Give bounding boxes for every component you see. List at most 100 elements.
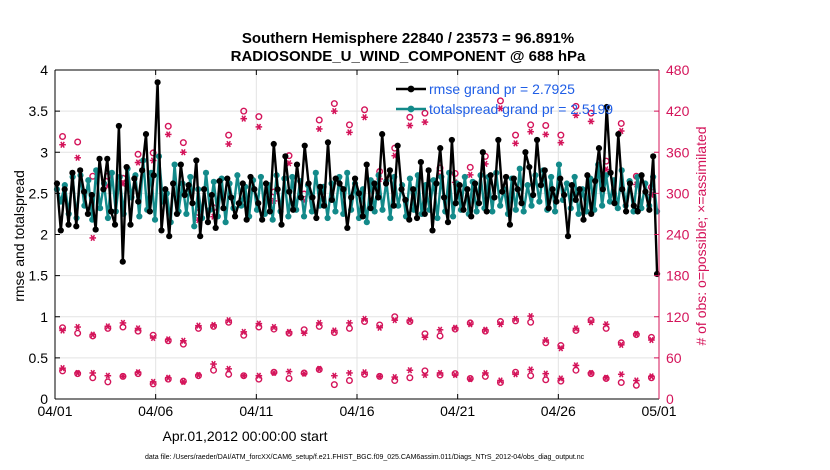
rmse-point xyxy=(417,159,424,166)
obs-assimilated-stroke xyxy=(513,371,518,378)
totalspread-point xyxy=(379,206,386,213)
obs-assimilated-stroke xyxy=(422,334,428,341)
y-left-tick-label: 2.5 xyxy=(29,185,49,201)
obs-assimilated-stroke xyxy=(422,118,428,126)
totalspread-point xyxy=(512,206,519,213)
obs-assimilated-stroke xyxy=(135,369,141,376)
obs-possible-marker xyxy=(134,150,142,158)
obs-assimilated-stroke xyxy=(165,336,171,343)
rmse-point xyxy=(537,182,545,189)
obs-assimilated-stroke xyxy=(90,369,96,377)
totalspread-point xyxy=(202,169,210,176)
rmse-point xyxy=(437,145,444,152)
obs-assimilated-marker xyxy=(331,372,338,379)
obs-assimilated-marker xyxy=(180,378,187,386)
rmse-point xyxy=(386,167,394,174)
obs-assimilated-stroke xyxy=(60,327,65,334)
obs-possible-marker xyxy=(345,121,353,129)
obs-assimilated-stroke xyxy=(241,328,247,336)
obs-assimilated-marker xyxy=(648,373,655,380)
obs-assimilated-marker xyxy=(421,371,429,379)
obs-assimilated-stroke xyxy=(181,149,186,156)
obs-assimilated-stroke xyxy=(513,315,518,323)
rmse-point xyxy=(646,206,653,213)
x-tick-label: 04/16 xyxy=(339,403,374,419)
obs-assimilated-marker xyxy=(617,371,625,378)
obs-assimilated-stroke xyxy=(528,366,533,373)
rmse-point xyxy=(259,216,266,223)
obs-assimilated-stroke xyxy=(452,324,458,331)
obs-assimilated-marker xyxy=(633,330,640,338)
tick-labels: 04/01 04/06 04/11 04/16 04/21 04/26 05/010 00.5… xyxy=(29,62,690,419)
obs-assimilated-stroke xyxy=(377,373,382,380)
rmse-point xyxy=(572,196,579,204)
rmse-point xyxy=(363,161,370,168)
obs-possible-marker xyxy=(74,329,82,337)
obs-assimilated-stroke xyxy=(603,374,609,381)
rmse-point xyxy=(228,194,235,201)
rmse-point xyxy=(84,210,92,218)
totalspread-point xyxy=(312,169,319,176)
obs-assimilated-marker xyxy=(164,374,172,381)
obs-possible-marker xyxy=(345,376,353,384)
obs-assimilated-marker xyxy=(331,107,338,115)
obs-assimilated-marker xyxy=(270,369,278,377)
totalspread-point xyxy=(108,169,115,176)
legend-rmse-label: rmse grand pr = 2.7925 xyxy=(429,81,575,97)
rmse-point xyxy=(429,227,436,234)
rmse-point xyxy=(169,180,177,187)
y-right-tick-label: 240 xyxy=(666,227,690,243)
rmse-point xyxy=(410,186,417,193)
rmse-point xyxy=(181,191,188,199)
rmse-point xyxy=(135,198,142,205)
totalspread-point xyxy=(363,219,370,226)
totalspread-point xyxy=(614,205,621,212)
obs-possible-marker xyxy=(330,100,338,108)
rmse-point xyxy=(359,213,366,220)
obs-assimilated-stroke xyxy=(332,107,337,115)
totalspread-point xyxy=(151,216,159,223)
obs-assimilated-marker xyxy=(346,129,353,136)
obs-possible-marker xyxy=(210,366,218,374)
rmse-point xyxy=(553,198,560,205)
totalspread-point xyxy=(599,202,606,209)
obs-assimilated-marker xyxy=(361,369,368,376)
obs-assimilated-marker xyxy=(572,362,580,369)
y-left-tick-label: 2 xyxy=(40,227,48,243)
rmse-point xyxy=(626,180,634,187)
totalspread-point xyxy=(85,177,92,184)
obs-assimilated-stroke xyxy=(573,325,579,332)
y-right-tick-label: 60 xyxy=(666,350,682,366)
rmse-point xyxy=(80,188,88,195)
x-tick-label: 04/06 xyxy=(138,403,173,419)
totalspread-point xyxy=(489,208,496,215)
obs-possible-marker xyxy=(421,109,429,117)
obs-assimilated-marker xyxy=(315,365,323,373)
totalspread-point xyxy=(520,208,527,215)
rmse-point xyxy=(247,173,254,181)
totalspread-point xyxy=(183,210,190,218)
rmse-point xyxy=(173,210,181,218)
totalspread-point xyxy=(210,178,217,185)
obs-possible-marker xyxy=(572,366,580,374)
rmse-point xyxy=(615,131,622,138)
obs-assimilated-marker xyxy=(391,316,399,324)
obs-assimilated-stroke xyxy=(498,105,503,112)
obs-possible-marker xyxy=(572,102,580,110)
obs-assimilated-stroke xyxy=(362,369,367,376)
obs-assimilated-marker xyxy=(466,171,474,179)
rmse-point xyxy=(557,175,564,182)
obs-assimilated-marker xyxy=(512,140,519,147)
totalspread-point xyxy=(289,173,296,181)
obs-assimilated-marker xyxy=(497,377,504,384)
rmse-point xyxy=(305,180,312,187)
obs-assimilated-marker xyxy=(104,372,112,379)
rmse-point xyxy=(433,180,440,187)
obs-assimilated-stroke xyxy=(377,324,382,331)
obs-possible-marker xyxy=(542,376,550,384)
rmse-point xyxy=(162,186,169,193)
obs-assimilated-stroke xyxy=(120,319,126,327)
obs-assimilated-stroke xyxy=(271,323,277,331)
obs-assimilated-stroke xyxy=(588,118,594,125)
obs-assimilated-stroke xyxy=(286,159,292,167)
